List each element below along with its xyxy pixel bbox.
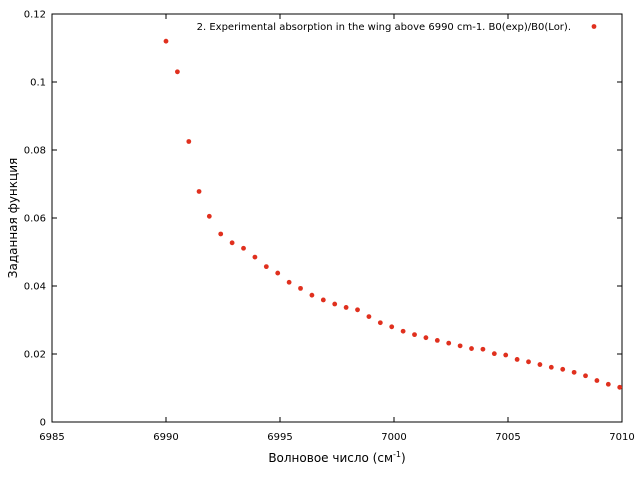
data-point	[309, 292, 315, 298]
data-point	[298, 285, 303, 291]
data-point	[218, 231, 224, 237]
y-tick-label: 0.04	[24, 282, 46, 293]
data-point	[480, 346, 486, 352]
data-point	[514, 357, 520, 362]
data-point	[469, 346, 474, 351]
y-tick-label: 0	[40, 418, 46, 429]
data-point	[343, 305, 349, 310]
x-tick-label: 7000	[381, 432, 406, 443]
x-tick-label: 6985	[39, 432, 64, 443]
data-point	[229, 240, 235, 246]
data-point	[377, 320, 383, 326]
data-point	[366, 314, 372, 319]
data-point	[186, 139, 192, 144]
x-axis-title-end: )	[401, 451, 406, 465]
data-point	[434, 338, 440, 343]
x-tick-label: 6995	[267, 432, 292, 443]
data-point	[617, 384, 623, 390]
y-tick-label: 0.12	[24, 10, 46, 21]
data-point	[537, 362, 543, 367]
y-tick-label: 0.08	[24, 146, 46, 157]
x-axis-title-sup: -1	[393, 450, 401, 459]
x-tick-label: 7010	[609, 432, 634, 443]
y-tick-label: 0.1	[30, 78, 46, 89]
y-axis: 0 0.02 0.04 0.06 0.08 0.1 0.12	[24, 10, 622, 429]
data-point	[605, 381, 611, 387]
legend-label: 2. Experimental absorption in the wing a…	[197, 22, 571, 33]
data-point	[594, 378, 600, 383]
x-tick-label: 6990	[153, 432, 178, 443]
data-point	[355, 307, 360, 313]
x-axis-title: Волновое число (см-1)	[268, 450, 405, 465]
data-point	[263, 264, 269, 270]
plot-frame	[51, 13, 623, 423]
data-point	[583, 373, 588, 379]
y-tick-label: 0.02	[24, 350, 46, 361]
data-point	[196, 189, 202, 194]
data-point	[252, 254, 258, 260]
data-point	[400, 328, 406, 334]
data-point	[275, 270, 281, 276]
data-point	[286, 279, 292, 285]
data-point	[503, 352, 509, 358]
legend: 2. Experimental absorption in the wing a…	[197, 22, 597, 33]
legend-marker	[591, 24, 597, 29]
data-point	[175, 69, 180, 75]
data-point	[548, 364, 554, 370]
data-point	[241, 245, 246, 251]
data-point	[389, 324, 395, 330]
data-point	[560, 366, 566, 372]
series-points	[163, 38, 623, 390]
data-point	[457, 343, 463, 349]
x-axis-title-main: Волновое число (см	[268, 451, 393, 465]
data-point	[491, 351, 497, 357]
y-axis-title: Заданная функция	[6, 158, 20, 278]
data-point	[423, 335, 429, 341]
data-point	[571, 369, 577, 375]
data-point	[163, 38, 169, 44]
y-tick-label: 0.06	[24, 214, 46, 225]
data-point	[412, 332, 417, 338]
data-point	[446, 340, 452, 346]
data-point	[526, 359, 531, 365]
x-tick-label: 7005	[495, 432, 520, 443]
data-point	[320, 297, 326, 303]
data-point	[206, 213, 212, 219]
data-point	[332, 301, 338, 307]
x-axis: 6985 6990 6995 7000 7005 7010	[39, 14, 635, 443]
